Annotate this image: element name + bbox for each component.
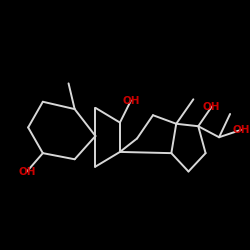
Text: OH: OH [232, 125, 250, 135]
Text: OH: OH [122, 96, 140, 106]
Text: OH: OH [203, 102, 220, 112]
Text: OH: OH [18, 166, 36, 176]
